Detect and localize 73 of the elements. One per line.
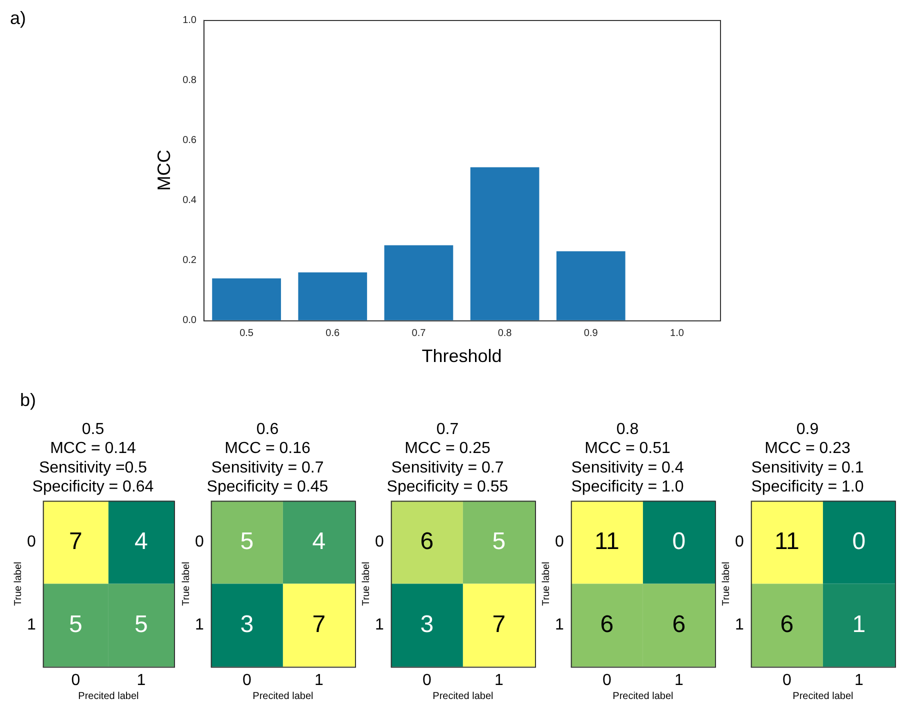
chart-subtitle: MCC = 0.25 Sensitivity = 0.7 Specificity = 0.55 [386, 440, 508, 496]
y-tick-label: 0.0 [182, 315, 197, 326]
x-tick-label: 1 [314, 672, 324, 689]
data-label: 7 [492, 610, 506, 638]
y-axis-title: True label [12, 562, 24, 606]
x-tick-label: 1 [494, 672, 504, 689]
x-tick-label: 0.9 [584, 328, 598, 340]
y-tick-label: 1.0 [182, 14, 197, 26]
y-axis-title: MCC [154, 150, 174, 191]
text: a) [10, 8, 26, 29]
data-label: 0 [672, 528, 686, 555]
bar [556, 251, 626, 320]
chart-subtitle: MCC = 0.51 Sensitivity = 0.4 Specificity = 1.0 [571, 440, 684, 496]
chart-title: 0.7 [436, 421, 459, 438]
x-axis-title: Precited label [252, 690, 314, 702]
data-label: 3 [420, 610, 434, 638]
bar [212, 278, 281, 320]
y-tick-label: 0 [194, 534, 204, 551]
x-axis-title: Precited label [612, 690, 674, 702]
y-tick-label: 0.6 [182, 134, 197, 146]
chart-subtitle: MCC = 0.23 Sensitivity = 0.1 Specificity = 1.0 [751, 440, 864, 496]
data-label: 6 [420, 528, 434, 555]
data-label: 6 [780, 610, 794, 638]
x-tick-label: 1 [136, 672, 146, 689]
x-tick-label: 0 [422, 672, 432, 689]
data-label: 5 [240, 528, 254, 555]
y-axis-title: True label [540, 562, 552, 606]
x-tick-label: 0 [242, 672, 252, 689]
x-tick-label: 1.0 [670, 328, 684, 340]
data-label: 6 [600, 610, 614, 638]
x-axis-title: Precited label [792, 690, 854, 702]
data-label: 7 [312, 610, 326, 638]
y-tick-label: 0.4 [182, 194, 197, 206]
data-label: 5 [492, 528, 506, 555]
y-tick-label: 0.8 [182, 74, 197, 86]
data-label: 1 [852, 610, 866, 638]
x-tick-label: 0.6 [326, 328, 340, 340]
chart-title: 0.5 [82, 421, 104, 438]
data-label: 7 [68, 528, 82, 555]
x-tick-label: 0 [71, 672, 80, 689]
chart-subtitle: MCC = 0.14 Sensitivity =0.5 Specificity = 0.64 [32, 440, 154, 496]
x-axis-title: Precited label [432, 690, 494, 702]
data-label: 6 [672, 610, 686, 638]
x-axis-title: Precited label [78, 690, 139, 702]
x-tick-label: 0.7 [412, 328, 426, 340]
y-axis-title: True label [720, 562, 732, 606]
data-label: 11 [774, 528, 800, 555]
x-tick-label: 0.5 [240, 328, 254, 340]
bar [384, 245, 454, 320]
bar [298, 272, 368, 320]
bar [470, 167, 540, 320]
data-label: 0 [852, 528, 866, 555]
x-tick-label: 0 [602, 672, 612, 689]
y-tick-label: 0.2 [182, 255, 197, 266]
chart-subtitle: MCC = 0.16 Sensitivity = 0.7 Specificity = 0.45 [206, 440, 328, 496]
y-axis-title: True label [360, 562, 372, 606]
data-label: 11 [594, 528, 620, 555]
data-label: 5 [68, 610, 82, 638]
chart-title: 0.9 [796, 421, 819, 438]
x-tick-label: 0 [782, 672, 792, 689]
chart-title: 0.6 [256, 421, 279, 438]
data-label: 4 [134, 528, 148, 555]
x-axis-title: Threshold [422, 346, 502, 366]
x-tick-label: 1 [854, 672, 864, 689]
y-tick-label: 1 [194, 616, 204, 634]
x-tick-label: 0.8 [498, 328, 512, 340]
y-axis-title: True label [180, 562, 192, 606]
data-label: 5 [134, 610, 148, 638]
text: b) [20, 390, 36, 411]
chart-title: 0.8 [616, 421, 639, 438]
data-label: 4 [312, 528, 326, 555]
x-tick-label: 1 [674, 672, 684, 689]
data-label: 3 [240, 610, 254, 638]
